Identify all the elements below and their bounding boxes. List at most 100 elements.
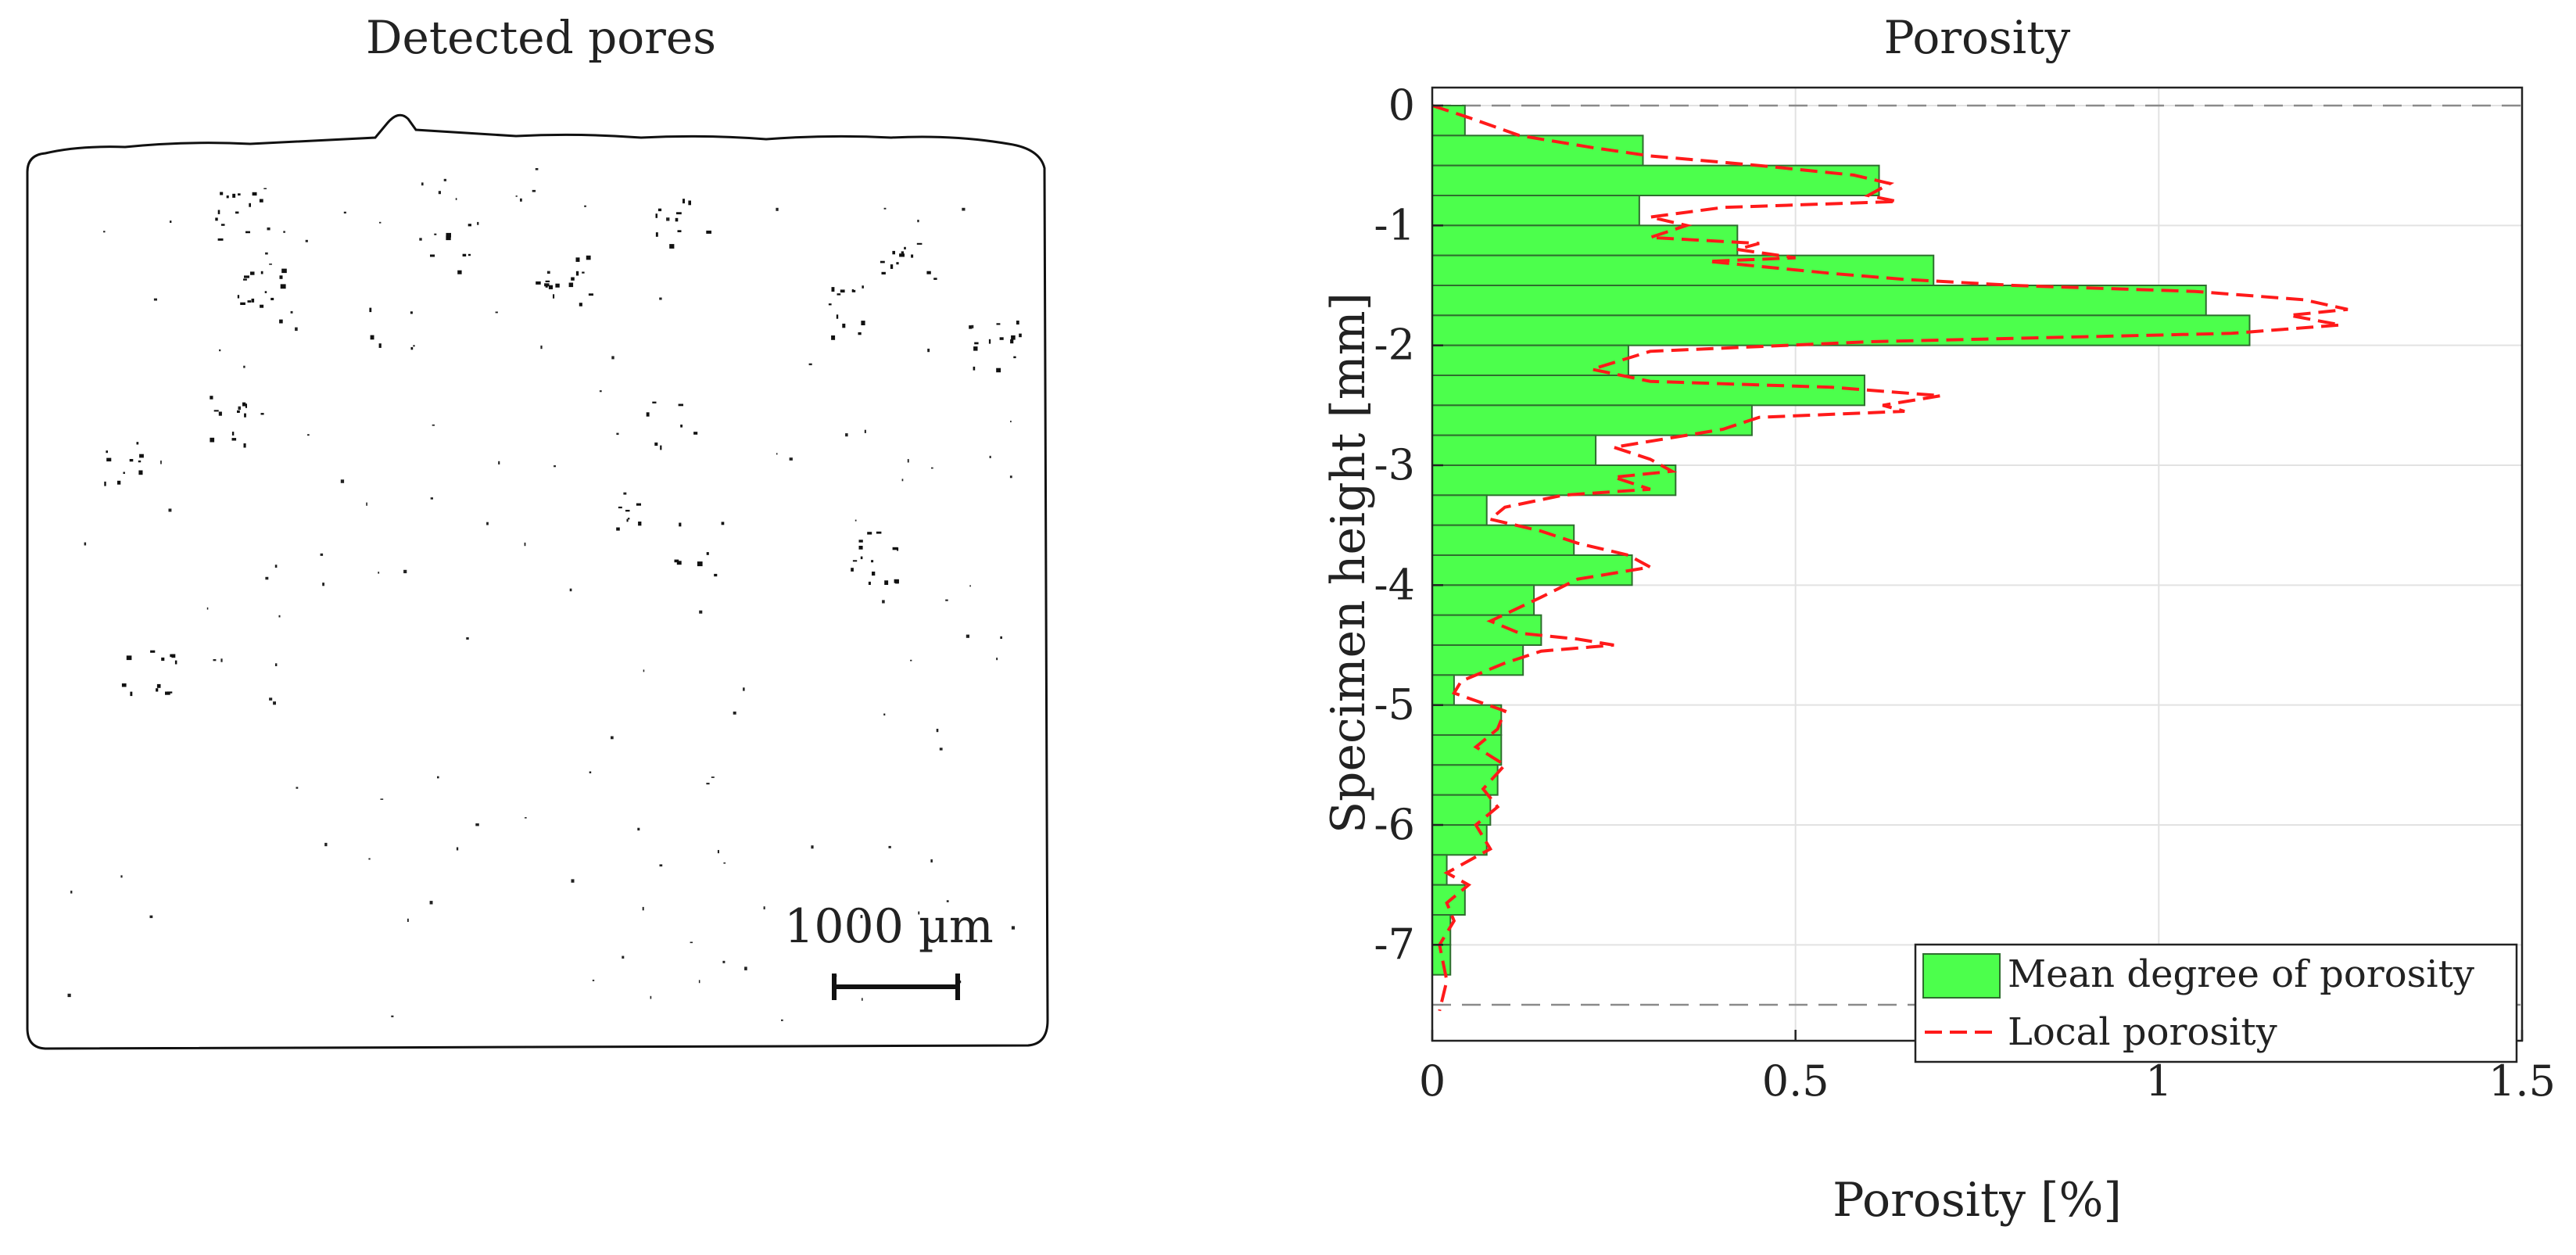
pore bbox=[996, 323, 1001, 325]
x-tick-label: 1 bbox=[2145, 1056, 2172, 1106]
pore bbox=[307, 434, 310, 436]
pore bbox=[698, 980, 700, 984]
pore bbox=[263, 188, 267, 189]
pore bbox=[876, 531, 882, 534]
pores-title: Detected pores bbox=[366, 11, 716, 64]
pore bbox=[243, 443, 246, 448]
pore bbox=[655, 232, 658, 237]
pore bbox=[743, 687, 745, 691]
pore bbox=[149, 915, 153, 919]
pore bbox=[659, 297, 662, 300]
pore bbox=[206, 607, 209, 610]
pore bbox=[582, 271, 585, 274]
pore bbox=[988, 339, 991, 344]
x-tick-label: 1.5 bbox=[2488, 1056, 2556, 1106]
pore bbox=[851, 289, 854, 292]
pore bbox=[369, 307, 372, 313]
pore bbox=[862, 998, 863, 1001]
pore bbox=[536, 281, 541, 285]
pore bbox=[926, 271, 931, 274]
porosity-bar bbox=[1431, 314, 2251, 346]
pore bbox=[1011, 926, 1015, 930]
pore bbox=[174, 660, 177, 665]
pore bbox=[413, 345, 415, 347]
pore bbox=[269, 264, 272, 265]
pore bbox=[378, 343, 382, 348]
pore bbox=[860, 556, 863, 560]
pore bbox=[280, 284, 286, 289]
porosity-bar bbox=[1431, 704, 1503, 737]
pore bbox=[245, 231, 250, 234]
pore bbox=[931, 467, 933, 469]
pore bbox=[1016, 321, 1019, 325]
y-tick-label: -2 bbox=[1374, 321, 1415, 370]
porosity-bar bbox=[1431, 674, 1455, 706]
pore bbox=[721, 522, 725, 525]
porosity-bar bbox=[1431, 854, 1448, 886]
pore bbox=[260, 271, 263, 274]
pore bbox=[240, 302, 245, 305]
pore bbox=[973, 346, 978, 351]
pore bbox=[218, 411, 222, 416]
pore bbox=[274, 565, 278, 568]
pore bbox=[868, 581, 871, 585]
pore bbox=[220, 224, 225, 226]
pore bbox=[904, 246, 906, 249]
pore bbox=[883, 713, 886, 715]
pore bbox=[495, 311, 498, 314]
pore bbox=[217, 238, 224, 241]
pore bbox=[811, 845, 814, 849]
pore bbox=[706, 783, 710, 785]
pore bbox=[150, 650, 156, 653]
pore bbox=[1013, 356, 1016, 359]
pore bbox=[532, 189, 536, 192]
pore bbox=[571, 879, 575, 883]
pore bbox=[884, 580, 889, 585]
pore bbox=[520, 198, 522, 202]
pore bbox=[270, 297, 274, 300]
pore bbox=[238, 406, 241, 411]
pore bbox=[882, 600, 885, 604]
pore bbox=[881, 271, 886, 274]
pore bbox=[722, 960, 726, 963]
pore bbox=[545, 285, 548, 288]
pore bbox=[890, 264, 894, 269]
pore bbox=[575, 271, 579, 276]
pore bbox=[555, 283, 560, 288]
pore bbox=[711, 776, 715, 778]
pore bbox=[279, 319, 283, 324]
pore bbox=[305, 239, 308, 242]
pore bbox=[945, 599, 948, 601]
pore bbox=[579, 303, 582, 307]
pore bbox=[657, 208, 662, 212]
pore bbox=[627, 518, 630, 520]
legend-bar-swatch bbox=[1922, 953, 2001, 999]
pore bbox=[643, 669, 645, 672]
x-ticks: 0 0.5 1 1.5 bbox=[1419, 1030, 2556, 1106]
pore bbox=[138, 460, 142, 463]
pore bbox=[697, 561, 703, 567]
y-tick-label: -3 bbox=[1374, 440, 1415, 489]
legend-label-local: Local porosity bbox=[2008, 1010, 2277, 1054]
pore bbox=[1019, 333, 1022, 338]
pore bbox=[410, 346, 414, 350]
pore bbox=[462, 253, 467, 256]
porosity-bar bbox=[1431, 644, 1524, 676]
pore bbox=[989, 455, 991, 458]
pore bbox=[215, 217, 218, 221]
pore bbox=[438, 191, 441, 195]
pore bbox=[237, 410, 240, 413]
pore bbox=[1011, 335, 1016, 340]
pore bbox=[378, 572, 380, 574]
pore bbox=[237, 295, 240, 299]
porosity-bar bbox=[1431, 464, 1677, 497]
pore bbox=[430, 254, 435, 257]
pore bbox=[776, 453, 778, 455]
pore bbox=[837, 293, 841, 296]
pore bbox=[243, 365, 245, 368]
pore bbox=[106, 457, 112, 462]
pore bbox=[168, 508, 172, 512]
pore bbox=[939, 748, 943, 751]
pore bbox=[213, 659, 217, 662]
pore bbox=[789, 457, 793, 461]
